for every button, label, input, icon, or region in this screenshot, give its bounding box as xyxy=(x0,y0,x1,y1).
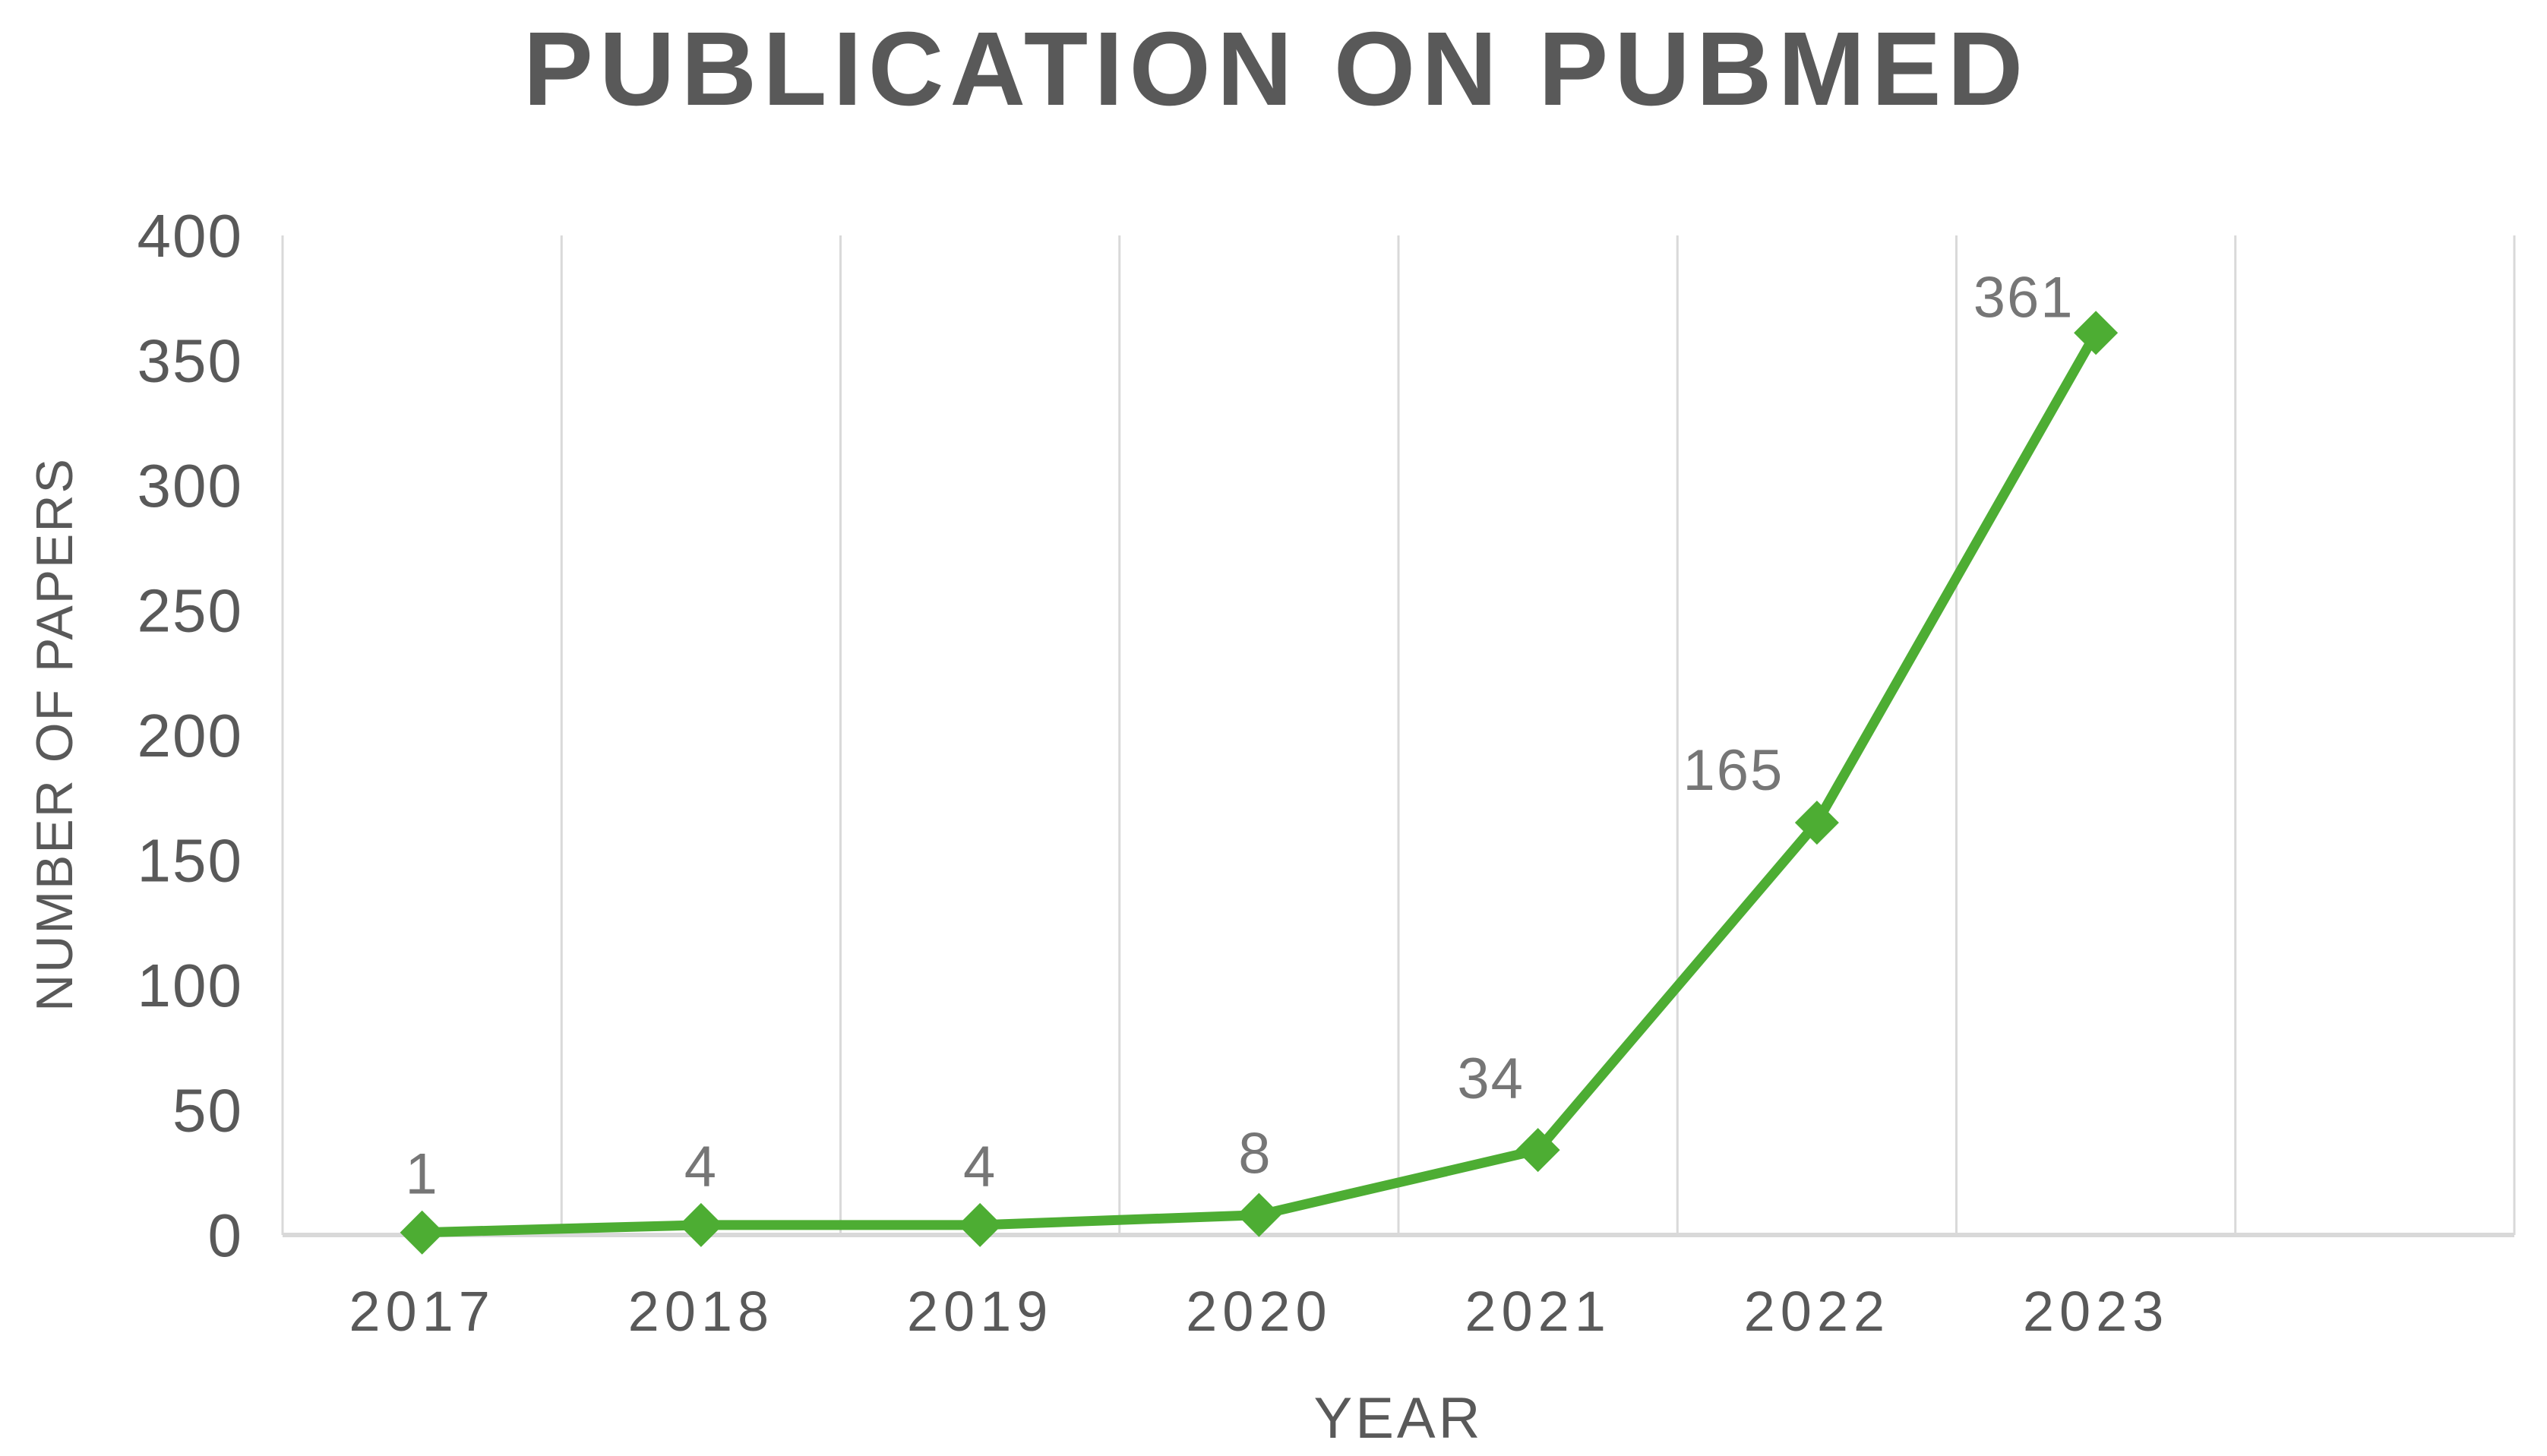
y-tick-label: 400 xyxy=(137,202,243,270)
data-label: 34 xyxy=(1457,1047,1525,1111)
data-point-marker xyxy=(2074,311,2119,355)
y-tick-label: 350 xyxy=(137,327,243,395)
y-tick-label: 250 xyxy=(137,577,243,645)
data-series xyxy=(400,311,2119,1255)
chart-title: PUBLICATION ON PUBMED xyxy=(523,11,2029,128)
y-tick-label: 150 xyxy=(137,827,243,895)
y-axis-title: NUMBER OF PAPERS xyxy=(26,457,84,1012)
data-label: 4 xyxy=(963,1135,997,1199)
data-point-marker xyxy=(958,1202,1003,1247)
y-tick-label: 0 xyxy=(208,1202,244,1269)
data-point-marker xyxy=(1794,801,1839,845)
y-axis-tick-labels: 0 50 100 150 200 250 300 350 400 xyxy=(137,202,244,1269)
x-tick-label: 2022 xyxy=(1744,1280,1891,1343)
x-tick-label: 2021 xyxy=(1465,1280,1611,1343)
y-tick-label: 300 xyxy=(137,452,243,520)
data-label: 4 xyxy=(684,1135,718,1199)
data-label: 165 xyxy=(1683,738,1784,803)
x-tick-label: 2019 xyxy=(907,1280,1054,1343)
series-line xyxy=(417,327,2101,1238)
data-point-marker xyxy=(678,1202,723,1247)
data-point-marker xyxy=(1515,1128,1560,1173)
y-tick-label: 200 xyxy=(137,702,243,769)
gridlines xyxy=(281,235,2516,1235)
data-labels: 1 4 4 8 34 165 361 xyxy=(405,265,2075,1207)
data-point-marker xyxy=(1237,1192,1281,1237)
data-label: 8 xyxy=(1238,1122,1272,1186)
x-tick-label: 2020 xyxy=(1186,1280,1332,1343)
data-label: 361 xyxy=(1973,265,2075,330)
y-tick-label: 50 xyxy=(172,1077,243,1145)
x-tick-label: 2017 xyxy=(349,1280,495,1343)
data-label: 1 xyxy=(405,1142,438,1207)
x-tick-label: 2023 xyxy=(2023,1280,2169,1343)
x-tick-label: 2018 xyxy=(628,1280,775,1343)
data-point-marker xyxy=(400,1210,444,1255)
x-axis-title: YEAR xyxy=(1314,1386,1484,1451)
y-tick-label: 100 xyxy=(137,952,243,1019)
x-axis-tick-labels: 2017 2018 2019 2020 2021 2022 2023 xyxy=(349,1280,2169,1343)
